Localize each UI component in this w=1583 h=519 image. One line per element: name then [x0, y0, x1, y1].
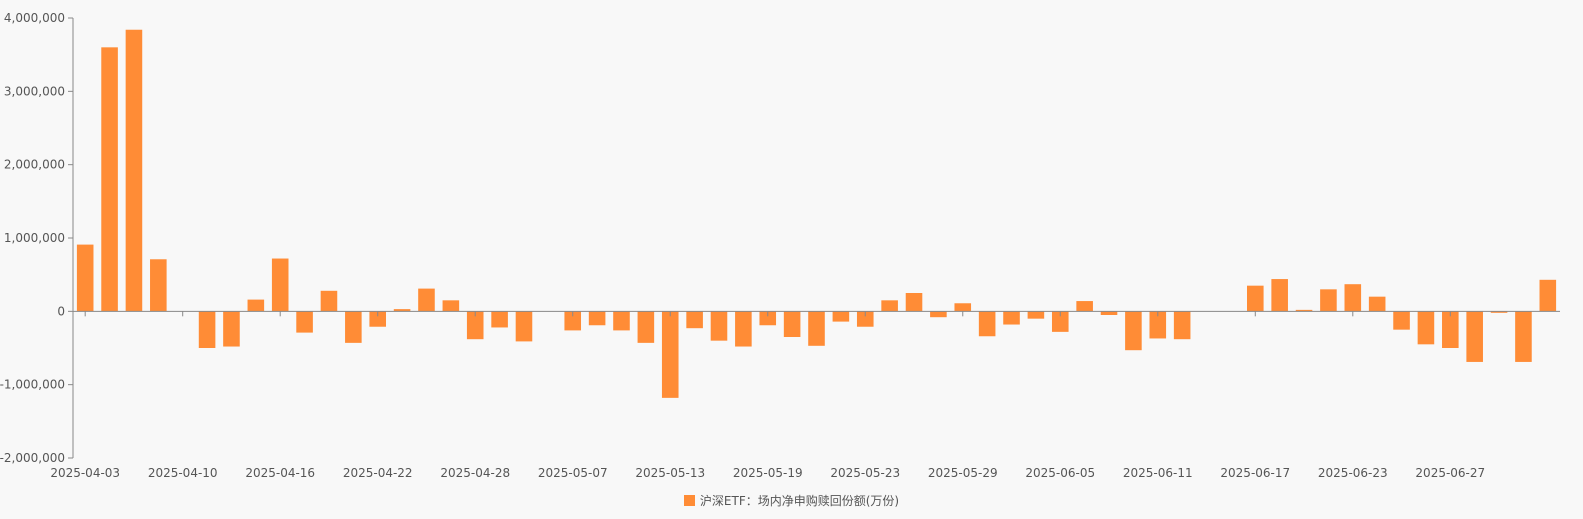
y-tick-label: -1,000,000	[0, 378, 65, 392]
bar[interactable]	[1466, 311, 1483, 362]
bar[interactable]	[491, 311, 508, 328]
legend-swatch	[683, 495, 695, 506]
x-tick-label: 2025-06-27	[1415, 466, 1485, 480]
bar[interactable]	[759, 311, 777, 326]
x-tick-label: 2025-05-29	[928, 466, 998, 480]
bar[interactable]	[223, 311, 240, 347]
bar[interactable]	[1442, 311, 1459, 348]
bar[interactable]	[393, 309, 411, 312]
y-tick-label: 3,000,000	[4, 84, 65, 98]
bar[interactable]	[1344, 284, 1362, 312]
x-axis: 2025-04-03 2025-04-10 2025-04-16 2025-04-22…	[50, 310, 1560, 480]
bar[interactable]	[1003, 311, 1020, 325]
bar[interactable]	[442, 300, 460, 312]
bar[interactable]	[856, 311, 874, 327]
x-tick-label: 2025-06-11	[1123, 466, 1193, 480]
bar[interactable]	[1539, 279, 1557, 312]
bar[interactable]	[954, 303, 972, 312]
bar[interactable]	[515, 311, 533, 342]
bar[interactable]	[1295, 309, 1313, 312]
bar[interactable]	[930, 311, 947, 318]
bar[interactable]	[1027, 311, 1045, 319]
bar[interactable]	[1173, 311, 1191, 340]
bar[interactable]	[296, 311, 313, 333]
bar[interactable]	[1100, 311, 1118, 315]
bar[interactable]	[1271, 279, 1288, 312]
bar[interactable]	[637, 311, 655, 343]
x-tick-label: 2025-05-13	[635, 466, 705, 480]
bar[interactable]	[466, 311, 484, 340]
bar[interactable]	[783, 311, 801, 337]
bar[interactable]	[247, 299, 265, 312]
bar[interactable]	[978, 311, 996, 337]
y-tick-label: -2,000,000	[0, 451, 65, 465]
bar[interactable]	[1320, 289, 1337, 312]
x-tick-label: 2025-04-10	[148, 466, 218, 480]
y-axis: -2,000,000 -1,000,000 0 1,000,000 2,000,000 3…	[0, 11, 74, 465]
y-tick-label: 0	[57, 304, 65, 318]
bar[interactable]	[418, 288, 435, 312]
y-tick-label: 4,000,000	[4, 11, 65, 25]
bar[interactable]	[1247, 285, 1264, 312]
bar-chart: -2,000,000 -1,000,000 0 1,000,000 2,000,000 3…	[0, 11, 1560, 480]
bar[interactable]	[686, 311, 703, 329]
bar[interactable]	[1051, 311, 1069, 332]
legend[interactable]: 沪深ETF：场内净申购赎回份额(万份)	[0, 492, 1583, 509]
legend-label: 沪深ETF：场内净申购赎回份额(万份)	[699, 494, 900, 508]
bar[interactable]	[905, 293, 923, 312]
bar[interactable]	[1368, 296, 1386, 312]
bar[interactable]	[1076, 301, 1093, 312]
bar[interactable]	[1515, 311, 1532, 362]
bar[interactable]	[150, 259, 167, 312]
bar[interactable]	[1393, 311, 1410, 330]
x-tick-label: 2025-06-23	[1318, 466, 1388, 480]
x-tick-label: 2025-05-23	[830, 466, 900, 480]
bar[interactable]	[881, 300, 898, 312]
x-tick-label: 2025-04-22	[343, 466, 413, 480]
y-tick-label: 1,000,000	[4, 231, 65, 245]
bar[interactable]	[198, 311, 216, 348]
bar[interactable]	[710, 311, 728, 341]
x-tick-label: 2025-06-17	[1220, 466, 1290, 480]
x-tick-label: 2025-06-05	[1025, 466, 1095, 480]
bar[interactable]	[613, 311, 630, 331]
bar[interactable]	[832, 311, 850, 322]
y-tick-label: 2,000,000	[4, 158, 65, 172]
x-tick-label: 2025-05-07	[538, 466, 608, 480]
x-tick-label: 2025-04-03	[50, 466, 120, 480]
bar[interactable]	[1125, 311, 1142, 351]
bar[interactable]	[369, 311, 386, 327]
bar[interactable]	[76, 244, 94, 312]
bar[interactable]	[1490, 311, 1508, 313]
bar[interactable]	[125, 29, 143, 312]
bar[interactable]	[1417, 311, 1435, 345]
x-tick-label: 2025-04-28	[440, 466, 510, 480]
bar[interactable]	[808, 311, 825, 346]
x-tick-label: 2025-04-16	[245, 466, 315, 480]
bar[interactable]	[271, 258, 289, 312]
x-tick-label: 2025-05-19	[733, 466, 803, 480]
bar[interactable]	[1149, 311, 1167, 339]
bar[interactable]	[661, 311, 679, 398]
bars	[76, 29, 1557, 398]
bar[interactable]	[588, 311, 606, 326]
bar[interactable]	[345, 311, 362, 343]
bar[interactable]	[101, 47, 118, 312]
bar[interactable]	[564, 311, 582, 331]
bar[interactable]	[735, 311, 752, 347]
bar[interactable]	[320, 290, 338, 312]
